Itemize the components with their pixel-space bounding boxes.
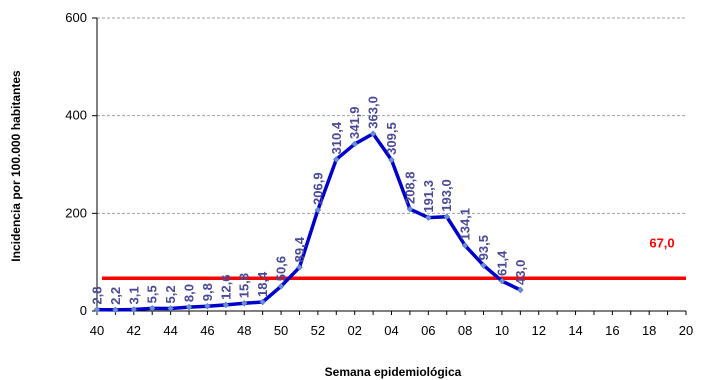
data-label: 5,2 <box>163 285 178 303</box>
data-point-marker <box>443 213 451 221</box>
data-label: 206,9 <box>310 172 325 205</box>
data-point-marker <box>204 302 211 310</box>
data-label: 309,5 <box>384 122 399 155</box>
data-point-marker <box>314 206 322 214</box>
data-point-marker <box>259 298 267 306</box>
data-point-marker <box>222 301 230 309</box>
data-label: 18,4 <box>255 271 270 297</box>
y-tick-label: 200 <box>65 205 87 220</box>
data-point-marker <box>277 282 285 290</box>
data-label: 93,5 <box>476 235 491 260</box>
axes <box>92 17 687 315</box>
x-tick-label: 08 <box>458 323 472 338</box>
data-point-marker <box>461 242 469 249</box>
data-label: 193,0 <box>439 179 454 212</box>
data-point-marker <box>516 286 524 294</box>
data-label: 89,4 <box>292 236 307 262</box>
y-tick-labels: 0 200 400 600 <box>65 10 87 318</box>
x-tick-labels: 40 42 44 46 48 50 52 02 04 06 08 10 12 14 16 18 20 <box>90 323 693 338</box>
data-label: 43,0 <box>513 260 528 285</box>
data-label: 208,8 <box>402 171 417 204</box>
y-tick-label: 600 <box>65 10 87 25</box>
x-tick-label: 12 <box>532 323 546 338</box>
data-point-marker <box>130 306 138 313</box>
data-point-marker <box>167 305 174 312</box>
data-point-marker <box>185 303 193 311</box>
data-label: 134,1 <box>458 208 473 241</box>
x-tick-label: 06 <box>421 323 435 338</box>
data-point-marker <box>296 263 303 271</box>
y-axis-title: Incidencia por 100.000 habitantes <box>9 70 23 262</box>
data-labels: 2,8 2,2 3,1 5,5 5,2 8,0 9,8 12,6 15,8 18,4 50,689,… <box>90 96 528 305</box>
y-tick-label: 0 <box>80 303 87 318</box>
x-tick-label: 04 <box>384 323 398 338</box>
x-tick-label: 10 <box>495 323 509 338</box>
data-point-marker <box>93 306 101 313</box>
data-point-marker <box>351 140 359 148</box>
data-label: 50,6 <box>274 256 289 281</box>
x-tick-label: 52 <box>311 323 325 338</box>
x-tick-label: 48 <box>237 323 251 338</box>
x-tick-label: 20 <box>679 323 693 338</box>
data-point-marker <box>388 156 395 164</box>
data-point-marker <box>480 261 487 269</box>
data-point-marker <box>369 130 377 138</box>
data-point-marker <box>332 156 340 163</box>
x-tick-label: 50 <box>274 323 288 338</box>
x-axis-title: Semana epidemiológica <box>325 365 462 379</box>
gridlines <box>97 17 686 214</box>
data-label: 2,2 <box>108 287 123 305</box>
data-point-marker <box>424 214 432 221</box>
series-group <box>93 130 524 314</box>
data-label: 5,5 <box>145 285 160 303</box>
data-label: 8,0 <box>182 284 197 302</box>
threshold-label: 67,0 <box>649 236 674 251</box>
data-point-marker <box>498 277 506 285</box>
data-label: 2,8 <box>90 287 105 305</box>
x-tick-label: 16 <box>605 323 619 338</box>
data-label: 310,4 <box>329 121 344 154</box>
data-point-marker <box>240 299 248 307</box>
y-tick-label: 400 <box>65 108 87 123</box>
data-label: 363,0 <box>366 96 381 129</box>
data-point-marker <box>112 306 119 314</box>
x-tick-label: 42 <box>127 323 141 338</box>
data-label: 191,3 <box>421 180 436 213</box>
data-label: 341,9 <box>347 106 362 139</box>
x-tick-label: 02 <box>347 323 361 338</box>
data-label: 15,8 <box>237 273 252 298</box>
data-point-marker <box>406 205 414 213</box>
data-label: 12,6 <box>218 275 233 300</box>
x-tick-label: 14 <box>568 323 582 338</box>
x-tick-label: 40 <box>90 323 104 338</box>
x-tick-label: 18 <box>642 323 656 338</box>
data-label: 9,8 <box>200 283 215 301</box>
x-tick-label: 44 <box>163 323 177 338</box>
data-label: 61,4 <box>494 250 509 276</box>
data-label: 3,1 <box>126 286 141 304</box>
x-tick-label: 46 <box>200 323 214 338</box>
data-point-marker <box>148 304 156 312</box>
